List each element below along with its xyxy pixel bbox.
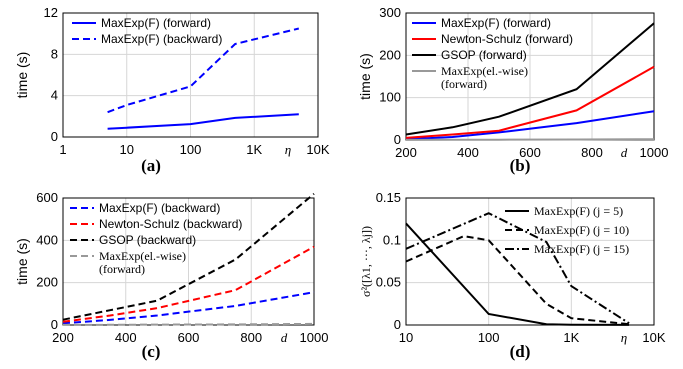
y-tick-label: 400 <box>36 232 58 247</box>
series-line-4 <box>62 322 315 326</box>
x-tick-label: 1 <box>59 142 66 157</box>
legend: MaxExp(F) (forward) Newton-Schulz (forwar… <box>412 16 573 91</box>
chart-panel-1: 1 10 100 1K 10K 0 4 8 12 time (s) η MaxExp(F) (forw… <box>14 5 330 175</box>
panel-label: (c) <box>142 342 161 361</box>
y-tick-label: 0 <box>51 317 58 332</box>
legend: MaxExp(F) (forward) MaxExp(F) (backward) <box>72 16 222 46</box>
x-tick-label: 800 <box>581 145 603 160</box>
y-tick-label: 12 <box>44 5 58 20</box>
x-tick-label: 10 <box>120 142 134 157</box>
series-line-1 <box>405 110 655 141</box>
y-tick-label: 8 <box>51 46 58 61</box>
x-tick-label: 1K <box>563 330 579 345</box>
x-tick-label: 600 <box>519 145 541 160</box>
legend-label: MaxExp(F) (forward) <box>441 16 551 30</box>
legend-label: MaxExp(F) (backward) <box>101 32 222 46</box>
y-axis-label: time (s) <box>14 52 30 99</box>
y-tick-label: 600 <box>36 190 58 205</box>
legend-label: Newton-Schulz (forward) <box>441 32 573 46</box>
legend-label: MaxExp(F) (j = 15) <box>534 242 629 256</box>
y-tick-label: 0 <box>394 132 401 147</box>
x-tick-label: 10K <box>642 330 665 345</box>
y-tick-label: 0.1 <box>383 232 401 247</box>
legend-label: Newton-Schulz (backward) <box>99 217 242 231</box>
x-tick-label: 10 <box>399 330 413 345</box>
series-line-3 <box>405 212 630 325</box>
series-line-4 <box>405 138 655 141</box>
y-tick-label: 200 <box>379 47 401 62</box>
x-axis-label: η <box>621 330 627 345</box>
x-axis-label: d <box>621 145 628 160</box>
chart-panel-4: 10 100 1K 10K 0 0.05 0.1 0.15 σ²([λ1, ···, λj]) η… <box>359 190 666 361</box>
x-tick-label: 1K <box>246 142 262 157</box>
x-tick-label: 400 <box>115 330 137 345</box>
legend-label: MaxExp(el.-wise) <box>441 64 528 78</box>
y-tick-label: 0 <box>51 129 58 144</box>
y-tick-label: 0 <box>394 317 401 332</box>
series-line-1 <box>107 113 299 130</box>
plot-frame <box>62 12 319 138</box>
series-line-2 <box>405 65 655 139</box>
x-tick-label: 200 <box>52 330 74 345</box>
x-tick-label: 1000 <box>640 145 669 160</box>
series-line-1 <box>62 291 315 325</box>
y-tick-label: 100 <box>379 90 401 105</box>
x-tick-label: 800 <box>240 330 262 345</box>
series-line-2 <box>405 235 630 326</box>
y-tick-label: 200 <box>36 275 58 290</box>
x-axis-label: η <box>285 142 291 157</box>
legend: MaxExp(F) (backward) Newton-Schulz (backw… <box>70 201 242 276</box>
series-line-2 <box>107 27 300 114</box>
legend-label: GSOP (forward) <box>441 48 527 62</box>
legend-label: (forward) <box>441 77 487 91</box>
legend-label: (forward) <box>99 262 145 276</box>
y-tick-label: 0.05 <box>376 275 401 290</box>
legend-label: MaxExp(F) (forward) <box>101 16 211 30</box>
legend-label: MaxExp(F) (j = 5) <box>534 204 623 218</box>
x-tick-label: 100 <box>478 330 500 345</box>
x-tick-label: 10K <box>306 142 329 157</box>
x-tick-label: 200 <box>395 145 417 160</box>
x-tick-label: 100 <box>180 142 202 157</box>
x-tick-label: 600 <box>178 330 200 345</box>
y-tick-label: 4 <box>51 88 58 103</box>
legend-label: MaxExp(F) (j = 10) <box>534 223 629 237</box>
y-tick-label: 300 <box>379 5 401 20</box>
y-axis-label: time (s) <box>357 53 373 100</box>
legend-label: MaxExp(F) (backward) <box>99 201 220 215</box>
y-tick-label: 0.15 <box>376 190 401 205</box>
y-axis-label: σ²([λ1, ···, λj]) <box>359 226 373 297</box>
legend: MaxExp(F) (j = 5) MaxExp(F) (j = 10) MaxEx… <box>505 204 629 256</box>
y-axis-label: time (s) <box>14 238 30 285</box>
legend-label: GSOP (backward) <box>99 233 196 247</box>
chart-panel-2: 200 400 600 800 1000 0 100 200 300 time (s) d MaxEx… <box>357 5 668 175</box>
panel-label: (d) <box>510 342 531 361</box>
legend-label: MaxExp(el.-wise) <box>99 249 186 263</box>
x-axis-label: d <box>281 330 288 345</box>
panel-label: (a) <box>141 156 161 175</box>
x-tick-label: 400 <box>457 145 479 160</box>
x-tick-label: 1000 <box>300 330 329 345</box>
series-line-3 <box>405 22 655 136</box>
panel-label: (b) <box>510 156 531 175</box>
series-line-1 <box>405 222 630 326</box>
